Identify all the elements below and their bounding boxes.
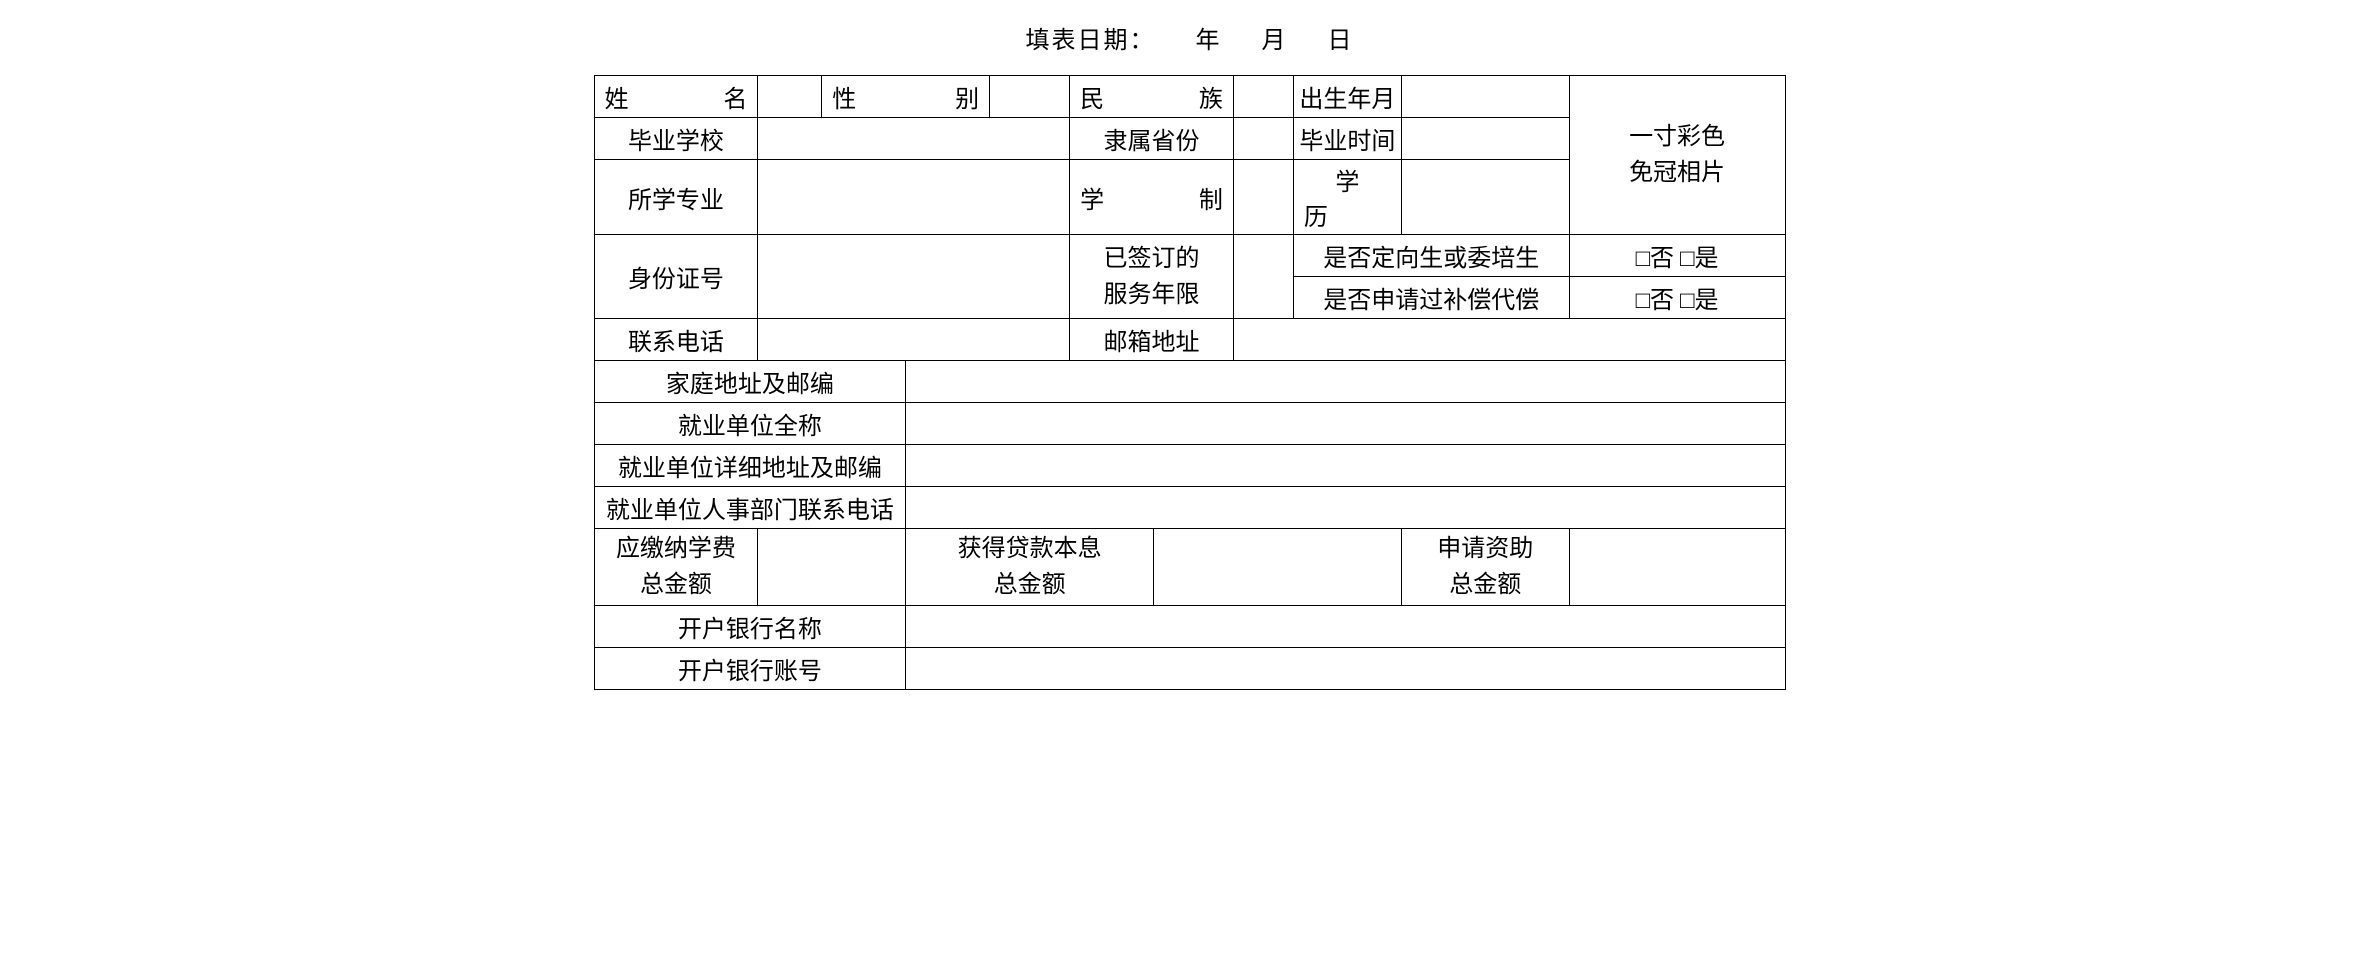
school-value[interactable]: [758, 118, 1070, 160]
day-label: 日: [1328, 28, 1354, 54]
school-label: 毕业学校: [594, 118, 758, 160]
grad-time-label: 毕业时间: [1293, 118, 1401, 160]
subsidy-label: 申请资助总金额: [1401, 529, 1569, 606]
dob-label: 出生年月: [1293, 76, 1401, 118]
employer-label: 就业单位全称: [594, 403, 906, 445]
province-label: 隶属省份: [1070, 118, 1234, 160]
degree-label: 学 历: [1293, 160, 1401, 235]
bank-account-label: 开户银行账号: [594, 648, 906, 690]
home-addr-label: 家庭地址及邮编: [594, 361, 906, 403]
employer-phone-value[interactable]: [906, 487, 1785, 529]
name-value[interactable]: [758, 76, 822, 118]
phone-value[interactable]: [758, 319, 1070, 361]
dingxiang-label: 是否定向生或委培生: [1293, 235, 1569, 277]
bank-name-value[interactable]: [906, 606, 1785, 648]
employer-addr-label: 就业单位详细地址及邮编: [594, 445, 906, 487]
loan-value[interactable]: [1154, 529, 1402, 606]
month-label: 月: [1262, 28, 1288, 54]
year-label: 年: [1196, 28, 1222, 54]
photo-placeholder: 一寸彩色免冠相片: [1569, 76, 1785, 235]
subsidy-value[interactable]: [1569, 529, 1785, 606]
email-value[interactable]: [1233, 319, 1785, 361]
degree-value[interactable]: [1401, 160, 1569, 235]
form-table: 姓 名 性 别 民 族 出生年月 一寸彩色免冠相片 毕业学校 隶属省份 毕业时间…: [594, 75, 1786, 690]
id-value[interactable]: [758, 235, 1070, 319]
gender-label: 性 别: [822, 76, 990, 118]
major-label: 所学专业: [594, 160, 758, 235]
dob-value[interactable]: [1401, 76, 1569, 118]
major-value[interactable]: [758, 160, 1070, 235]
duration-label: 学 制: [1070, 160, 1234, 235]
dingxiang-value[interactable]: □否 □是: [1569, 235, 1785, 277]
home-addr-value[interactable]: [906, 361, 1785, 403]
buchang-value[interactable]: □否 □是: [1569, 277, 1785, 319]
buchang-label: 是否申请过补偿代偿: [1293, 277, 1569, 319]
service-label: 已签订的服务年限: [1070, 235, 1234, 319]
gender-value[interactable]: [990, 76, 1070, 118]
employer-addr-value[interactable]: [906, 445, 1785, 487]
form-date-header: 填表日期： 年 月 日: [594, 20, 1786, 55]
bank-account-value[interactable]: [906, 648, 1785, 690]
ethnic-value[interactable]: [1233, 76, 1293, 118]
employer-value[interactable]: [906, 403, 1785, 445]
date-label: 填表日期：: [1026, 28, 1156, 54]
phone-label: 联系电话: [594, 319, 758, 361]
employer-phone-label: 就业单位人事部门联系电话: [594, 487, 906, 529]
grad-time-value[interactable]: [1401, 118, 1569, 160]
name-label: 姓 名: [594, 76, 758, 118]
duration-value[interactable]: [1233, 160, 1293, 235]
tuition-value[interactable]: [758, 529, 906, 606]
bank-name-label: 开户银行名称: [594, 606, 906, 648]
loan-label: 获得贷款本息总金额: [906, 529, 1154, 606]
id-label: 身份证号: [594, 235, 758, 319]
tuition-label: 应缴纳学费总金额: [594, 529, 758, 606]
service-value[interactable]: [1233, 235, 1293, 319]
province-value[interactable]: [1233, 118, 1293, 160]
email-label: 邮箱地址: [1070, 319, 1234, 361]
ethnic-label: 民 族: [1070, 76, 1234, 118]
